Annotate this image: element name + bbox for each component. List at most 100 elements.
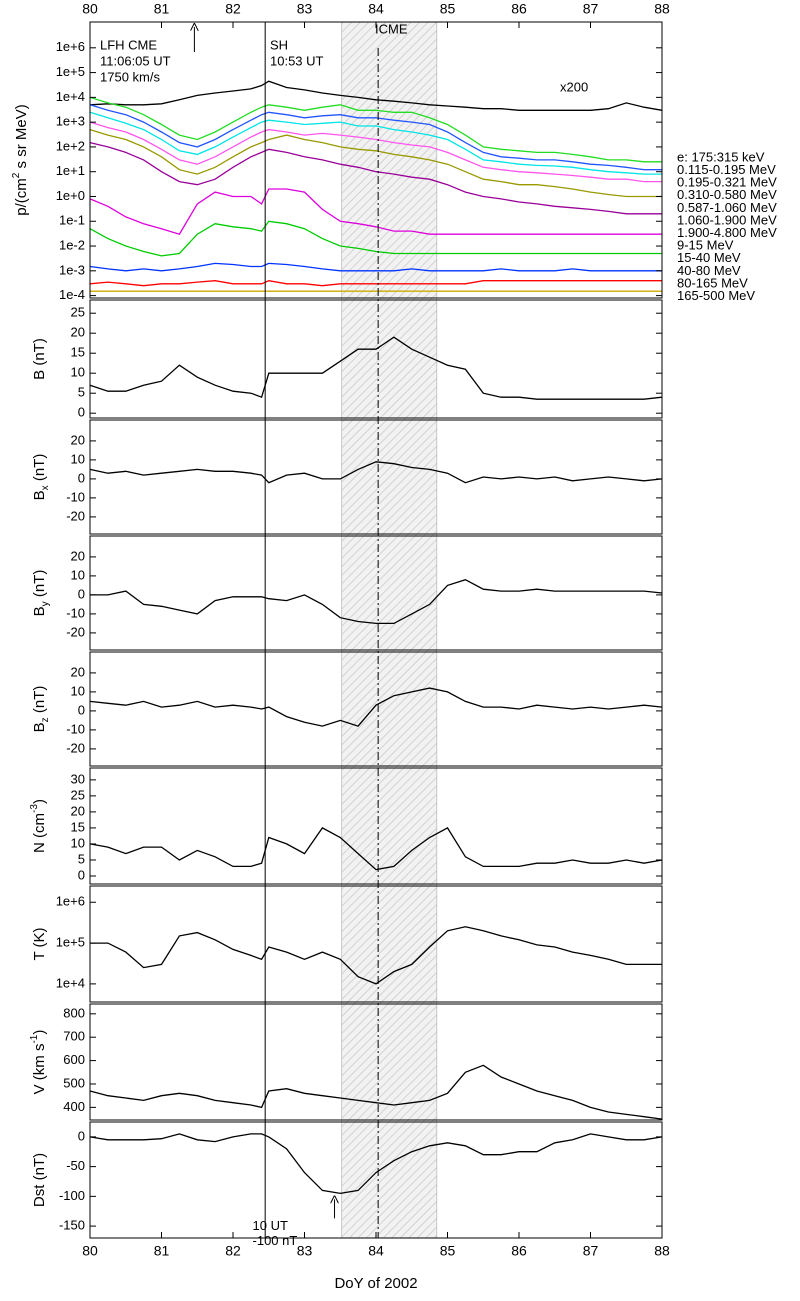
y-tick-label: 30 [71,771,85,786]
series-line [89,687,663,727]
icme-shade [341,21,438,1239]
y-axis-label: By (nT) [31,570,51,617]
y-axis-label-part: ) [31,1030,48,1035]
y-tick-label: 1e+1 [56,163,85,178]
y-axis-label-part: (nT) [31,686,48,718]
y-tick-label: 0 [78,867,85,882]
y-tick-label: 20 [71,325,85,340]
y-tick-label: 0 [78,586,85,601]
y-tick-label: 1e+4 [56,89,85,104]
y-axis-label-part: ) [31,799,48,804]
y-tick-label: -150 [59,1218,85,1233]
panel-frame [89,535,663,651]
y-tick-label: -20 [66,508,85,523]
y-axis-label-part: B (nT) [31,338,48,380]
series-line [89,188,662,235]
y-tick-label: 1e+6 [56,894,85,909]
y-axis-label: B (nT) [31,338,48,380]
y-tick-label: 1e-2 [59,237,85,252]
y-tick-label: 5 [78,385,85,400]
series-line [89,1064,663,1120]
series-line [89,1133,663,1195]
legend-entry: e: 175:315 keV [677,149,765,164]
x-tick-label: 84 [368,1,384,17]
x-tick-label: 86 [511,1,527,17]
series-line [90,926,662,985]
panel-frame [89,299,663,419]
x-tick-label: 84 [368,1243,384,1259]
annotation: ICME [375,21,408,36]
x-tick-label: 80 [82,1243,98,1259]
series-line [89,141,662,215]
y-tick-label: 1e+6 [56,39,85,54]
y-tick-label: 20 [71,803,85,818]
y-tick-label: 1e+5 [56,64,85,79]
series-line [89,104,662,171]
y-tick-label: 0 [78,1128,85,1143]
y-axis-label-part: V (km s [31,1044,48,1095]
x-axis-label: DoY of 2002 [334,1275,417,1292]
series-line [89,128,662,198]
y-axis-label-part: x [40,485,51,490]
y-tick-label: 10 [71,365,85,380]
y-tick-label: 500 [63,1075,85,1090]
x-tick-label: 82 [225,1243,241,1259]
series-line [89,96,662,163]
legend-entry: 0.115-0.195 MeV [677,162,776,177]
legend-entry: 165-500 MeV [677,288,755,303]
legend-entry: 0.587-1.060 MeV [677,200,777,215]
y-tick-label: 0 [78,405,85,420]
x-tick-label: 87 [583,1243,599,1259]
y-tick-label: 25 [71,787,85,802]
y-axis-label: V (km s-1) [29,1030,48,1095]
y-tick-label: -20 [66,624,85,639]
y-tick-label: 600 [63,1052,85,1067]
y-axis-label: N (cm-3) [29,799,48,853]
x-tick-label: 83 [297,1243,313,1259]
y-tick-label: 10 [71,683,85,698]
y-tick-label: 20 [71,432,85,447]
y-tick-label: 1e+5 [56,935,85,950]
annotation: -100 nT [253,1233,298,1248]
y-axis-label-part: z [40,717,51,722]
panel-frame [89,885,663,1003]
legend-entry: 80-165 MeV [677,275,748,290]
series-line [89,461,663,484]
legend-entry: 1.900-4.800 MeV [677,225,777,240]
legend-entry: 40-80 MeV [677,263,741,278]
panel-frame [89,21,663,299]
series-line [89,220,662,257]
x-tick-label: 85 [440,1243,456,1259]
y-axis-label-part: B [31,606,48,616]
annotation: x200 [560,79,588,94]
y-axis-label: Dst (nT) [31,1153,48,1207]
y-axis-label-part: y [40,601,51,606]
y-tick-label: -10 [66,489,85,504]
x-tick-label: 83 [297,1,313,17]
annotation: 10 UT [253,1218,288,1233]
y-tick-label: 10 [71,835,85,850]
annotation: 11:06:05 UT [100,53,171,68]
y-axis-label-part: -1 [29,1034,40,1043]
y-tick-label: 400 [63,1099,85,1114]
panel-frame [89,651,663,767]
y-tick-label: 1e+3 [56,114,85,129]
x-tick-label: 86 [511,1243,527,1259]
y-axis-label-part: N (cm [31,813,48,853]
series-line [90,578,663,625]
annotation: LFH CME [100,37,157,52]
y-axis-label: T (K) [31,927,48,960]
x-tick-label: 88 [654,1,670,17]
x-tick-label: 88 [654,1243,670,1259]
y-tick-label: 0 [78,470,85,485]
panel-frame [89,1121,663,1239]
series-line [89,262,662,272]
y-tick-label: 1e+4 [56,975,85,990]
y-tick-label: -100 [59,1188,85,1203]
y-tick-label: 20 [71,548,85,563]
y-tick-label: -10 [66,605,85,620]
y-axis-label-part: Dst (nT) [31,1153,48,1207]
panel-frame [89,419,663,535]
annotation: 10:53 UT [270,53,324,68]
annotation: SH [270,37,288,52]
